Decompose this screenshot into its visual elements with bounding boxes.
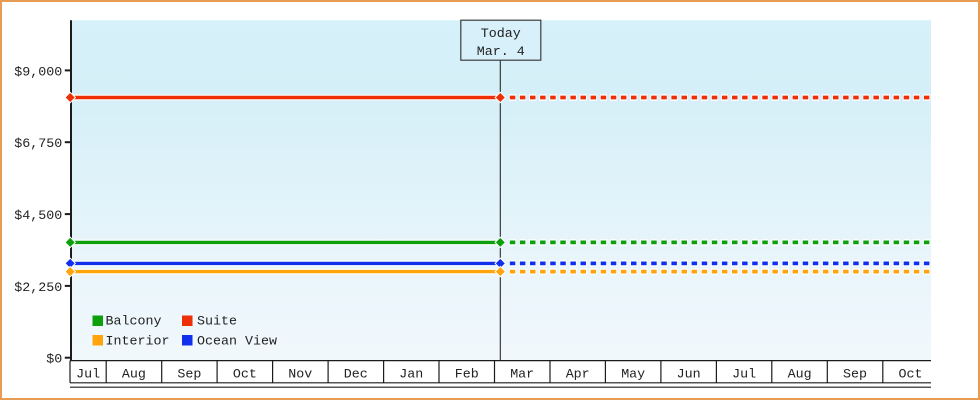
svg-text:Dec: Dec: [344, 367, 368, 382]
svg-text:$0: $0: [46, 353, 62, 368]
svg-text:Mar. 4: Mar. 4: [477, 45, 525, 60]
svg-text:Aug: Aug: [122, 367, 146, 382]
svg-text:Jun: Jun: [677, 367, 701, 382]
svg-text:Jan: Jan: [399, 367, 423, 382]
svg-text:Sep: Sep: [177, 367, 201, 382]
svg-text:Suite: Suite: [197, 315, 237, 330]
svg-text:May: May: [621, 367, 645, 382]
svg-text:Nov: Nov: [288, 367, 312, 382]
svg-text:Ocean View: Ocean View: [197, 334, 277, 349]
svg-text:Aug: Aug: [788, 367, 812, 382]
svg-text:Apr: Apr: [566, 367, 590, 382]
svg-text:Sep: Sep: [843, 367, 867, 382]
svg-text:Balcony: Balcony: [106, 315, 162, 330]
svg-text:Oct: Oct: [233, 367, 257, 382]
svg-text:Jul: Jul: [76, 367, 100, 382]
svg-text:Interior: Interior: [106, 334, 170, 349]
svg-text:$9,000: $9,000: [14, 65, 62, 80]
svg-text:$6,750: $6,750: [14, 137, 62, 152]
svg-text:Feb: Feb: [455, 367, 479, 382]
svg-text:$2,250: $2,250: [14, 281, 62, 296]
svg-text:Mar: Mar: [510, 367, 534, 382]
svg-text:Today: Today: [481, 27, 521, 42]
svg-text:$4,500: $4,500: [14, 209, 62, 224]
svg-text:Oct: Oct: [899, 367, 923, 382]
svg-text:Jul: Jul: [732, 367, 756, 382]
